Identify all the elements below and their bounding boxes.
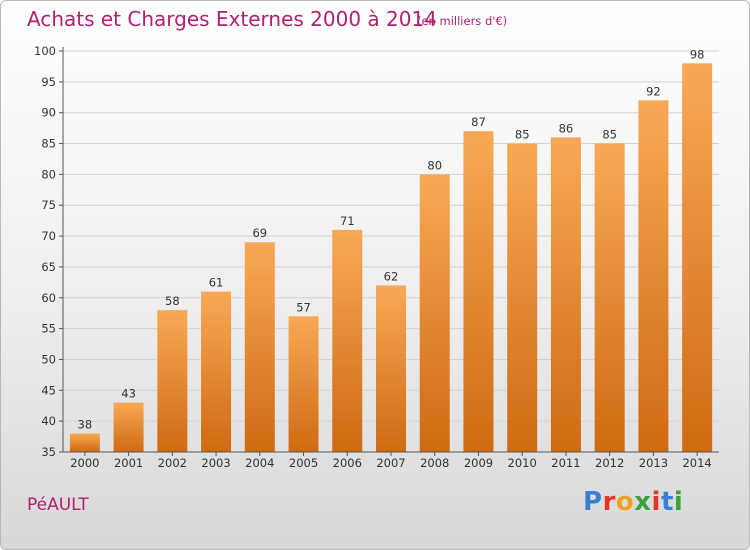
bar-2012 (594, 143, 625, 453)
y-tick-label: 45 (41, 383, 56, 397)
value-label-2014: 98 (690, 47, 705, 61)
value-label-2001: 43 (121, 387, 136, 401)
x-tick-label-2011: 2011 (551, 456, 580, 470)
y-tick-label: 50 (41, 352, 56, 366)
y-tick-label: 55 (41, 322, 56, 336)
value-label-2013: 92 (646, 84, 661, 98)
bar-2001 (113, 402, 144, 452)
chart-unit: (en milliers d'€) (417, 14, 508, 28)
proxiti-logo[interactable]: Proxiti (583, 487, 683, 517)
x-tick-label-2009: 2009 (464, 456, 493, 470)
x-tick-label-2006: 2006 (333, 456, 362, 470)
x-tick-label-2002: 2002 (158, 456, 187, 470)
logo-letter: t (660, 487, 674, 517)
x-tick-label-2003: 2003 (201, 456, 230, 470)
value-label-2004: 69 (252, 226, 267, 240)
value-label-2007: 62 (384, 269, 399, 283)
x-tick-label-2001: 2001 (114, 456, 143, 470)
y-tick-label: 65 (41, 260, 56, 274)
y-tick-label: 80 (41, 167, 56, 181)
x-tick-label-2014: 2014 (682, 456, 711, 470)
logo-letter: P (583, 487, 603, 517)
x-tick-label-2000: 2000 (70, 456, 99, 470)
value-label-2010: 85 (515, 128, 530, 142)
y-tick-label: 75 (41, 198, 56, 212)
y-tick-label: 100 (34, 44, 56, 58)
value-label-2003: 61 (209, 276, 224, 290)
bar-2008 (419, 174, 450, 452)
y-tick-label: 70 (41, 229, 56, 243)
value-label-2008: 80 (427, 158, 442, 172)
bar-2005 (288, 316, 319, 452)
x-tick-label-2012: 2012 (595, 456, 624, 470)
bar-2011 (550, 137, 581, 452)
axes: 35 40 45 50 55 60 65 70 75 80 85 90 95 100 2000 2001 200… (34, 44, 719, 470)
y-tick-label: 85 (41, 137, 56, 151)
value-label-2006: 71 (340, 214, 355, 228)
y-tick-label: 35 (41, 445, 56, 459)
value-label-2011: 86 (559, 121, 574, 135)
value-label-2012: 85 (602, 128, 617, 142)
value-label-2000: 38 (78, 417, 93, 431)
bar-2014 (682, 63, 713, 452)
value-label-2002: 58 (165, 294, 180, 308)
bar-2007 (376, 285, 406, 452)
chart-title: Achats et Charges Externes 2000 à 2014 (27, 7, 437, 31)
bars: 38 43 58 61 69 57 71 62 80 87 85 86 85 92 98 (69, 47, 713, 453)
logo-letter: i (673, 487, 684, 517)
bar-2000 (69, 433, 100, 452)
bar-2002 (157, 310, 188, 452)
value-label-2009: 87 (471, 115, 486, 129)
value-label-2005: 57 (296, 300, 311, 314)
logo-letter: i (651, 487, 661, 517)
x-tick-label-2004: 2004 (245, 456, 274, 470)
x-tick-label-2008: 2008 (420, 456, 449, 470)
bar-2003 (201, 291, 232, 452)
y-tick-label: 60 (41, 291, 56, 305)
logo-letter: x (634, 487, 652, 517)
y-tick-label: 40 (41, 414, 56, 428)
bar-2004 (244, 242, 275, 452)
logo-letter: r (602, 487, 616, 517)
bar-2006 (332, 229, 363, 452)
bar-2010 (507, 143, 538, 453)
commune-name: PéAULT (27, 495, 89, 515)
x-tick-label-2013: 2013 (639, 456, 668, 470)
bar-2009 (463, 131, 494, 452)
y-tick-label: 90 (41, 106, 56, 120)
x-tick-label-2010: 2010 (508, 456, 537, 470)
x-tick-label-2005: 2005 (289, 456, 318, 470)
x-tick-label-2007: 2007 (376, 456, 405, 470)
bar-2013 (638, 100, 669, 452)
logo-letter: o (615, 487, 635, 517)
y-tick-label: 95 (41, 75, 56, 89)
